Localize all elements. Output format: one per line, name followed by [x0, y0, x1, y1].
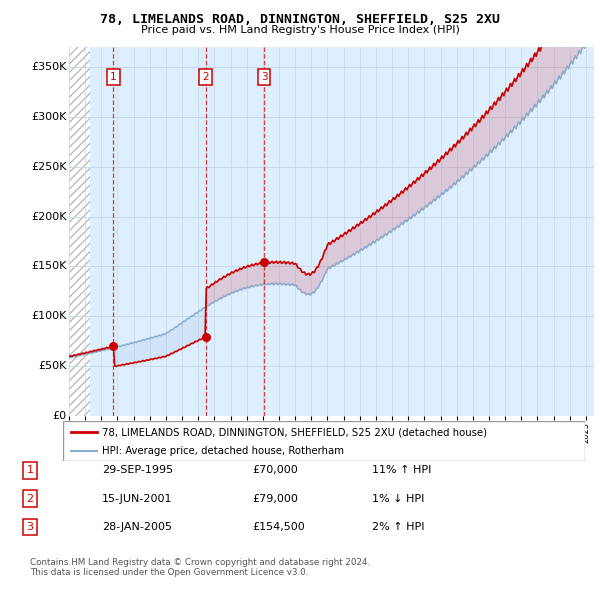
Text: £70,000: £70,000 — [252, 466, 298, 475]
Text: 1% ↓ HPI: 1% ↓ HPI — [372, 494, 424, 503]
Text: 3: 3 — [261, 72, 268, 82]
Text: 3: 3 — [26, 522, 34, 532]
Text: £250K: £250K — [31, 162, 67, 172]
FancyBboxPatch shape — [63, 421, 585, 461]
Text: This data is licensed under the Open Government Licence v3.0.: This data is licensed under the Open Gov… — [30, 568, 308, 576]
Text: £0: £0 — [52, 411, 67, 421]
Text: 2% ↑ HPI: 2% ↑ HPI — [372, 522, 425, 532]
Text: £150K: £150K — [31, 261, 67, 271]
Text: £154,500: £154,500 — [252, 522, 305, 532]
Text: Contains HM Land Registry data © Crown copyright and database right 2024.: Contains HM Land Registry data © Crown c… — [30, 558, 370, 566]
Text: 1: 1 — [110, 72, 117, 82]
Text: 2: 2 — [26, 494, 34, 503]
Text: Price paid vs. HM Land Registry's House Price Index (HPI): Price paid vs. HM Land Registry's House … — [140, 25, 460, 35]
Text: 29-SEP-1995: 29-SEP-1995 — [102, 466, 173, 475]
Text: 78, LIMELANDS ROAD, DINNINGTON, SHEFFIELD, S25 2XU: 78, LIMELANDS ROAD, DINNINGTON, SHEFFIEL… — [100, 13, 500, 26]
Text: £100K: £100K — [31, 312, 67, 322]
Text: 1: 1 — [26, 466, 34, 475]
Text: 2: 2 — [202, 72, 209, 82]
Text: £79,000: £79,000 — [252, 494, 298, 503]
Text: 15-JUN-2001: 15-JUN-2001 — [102, 494, 173, 503]
Text: £200K: £200K — [31, 212, 67, 222]
Text: £50K: £50K — [38, 361, 67, 371]
Text: £300K: £300K — [31, 112, 67, 122]
Text: HPI: Average price, detached house, Rotherham: HPI: Average price, detached house, Roth… — [102, 447, 344, 456]
Text: £350K: £350K — [31, 62, 67, 72]
Text: 28-JAN-2005: 28-JAN-2005 — [102, 522, 172, 532]
Text: 11% ↑ HPI: 11% ↑ HPI — [372, 466, 431, 475]
Text: 78, LIMELANDS ROAD, DINNINGTON, SHEFFIELD, S25 2XU (detached house): 78, LIMELANDS ROAD, DINNINGTON, SHEFFIEL… — [102, 428, 487, 438]
